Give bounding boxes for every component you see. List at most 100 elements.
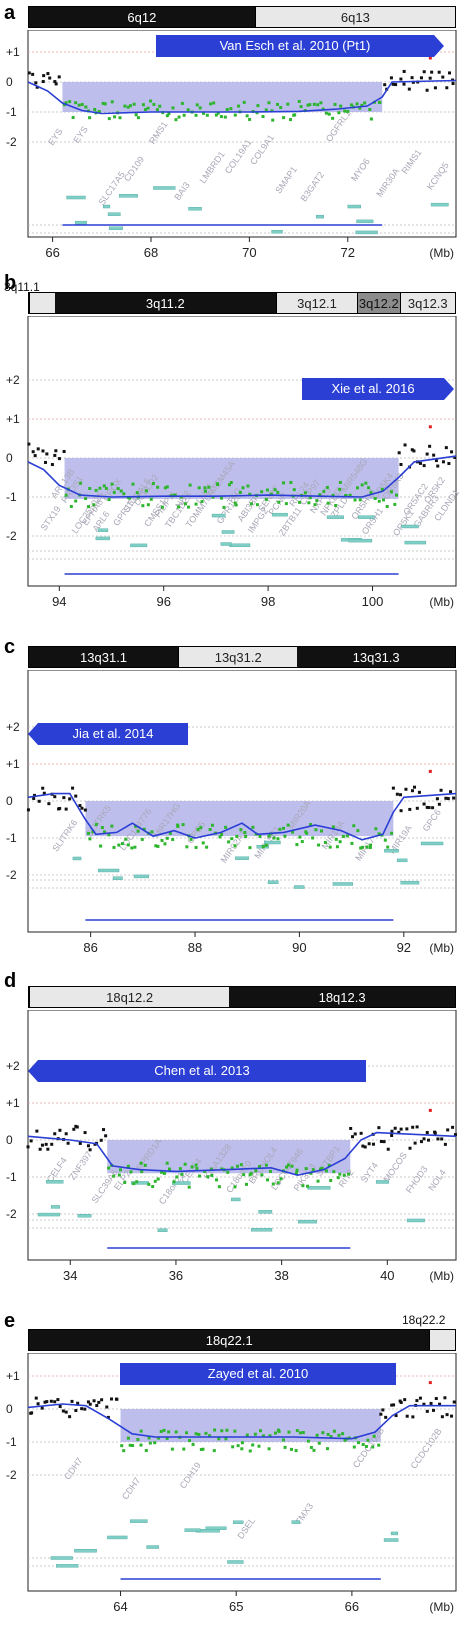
gene-label: CELF4 [45, 1155, 69, 1184]
loss-probe [300, 840, 304, 844]
loss-probe [274, 1431, 278, 1435]
loss-probe [79, 481, 83, 485]
loss-probe [323, 840, 327, 844]
gain-probe [428, 1381, 432, 1385]
loss-probe [298, 835, 302, 839]
loss-probe [132, 1182, 136, 1186]
loss-probe [343, 109, 347, 113]
loss-probe [135, 491, 139, 495]
gene-label: FHOD3 [404, 1164, 430, 1195]
loss-probe [324, 111, 328, 115]
loss-probe [163, 1171, 167, 1175]
ideogram-band: 6q12 [29, 7, 255, 27]
loss-probe [214, 113, 218, 117]
gene-bar [315, 214, 324, 219]
gene-bar [332, 882, 353, 886]
smoothed-line [27, 1403, 456, 1440]
loss-probe [77, 103, 81, 107]
probe [351, 1135, 355, 1139]
probe [419, 1140, 423, 1144]
loss-probe [249, 1171, 253, 1175]
probe [40, 1143, 44, 1147]
x-tick-label: 64 [113, 1599, 127, 1614]
loss-probe [140, 837, 144, 841]
probe [41, 449, 45, 453]
loss-probe [144, 1449, 148, 1453]
gene-bar [112, 876, 123, 880]
probe [433, 86, 437, 90]
loss-probe [163, 486, 167, 490]
probe [410, 789, 414, 793]
loss-probe [255, 111, 259, 115]
loss-probe [324, 1169, 328, 1173]
probe [446, 797, 450, 801]
loss-probe [203, 486, 207, 490]
probe [440, 1415, 444, 1419]
loss-probe [209, 1167, 213, 1171]
gene-bar [347, 204, 362, 209]
loss-probe [126, 1436, 130, 1440]
loss-probe [368, 108, 372, 112]
probe [445, 86, 449, 90]
loss-probe [369, 117, 373, 121]
probe [100, 1398, 104, 1402]
loss-probe [165, 1437, 169, 1441]
gene-label: COL19A1 [223, 137, 254, 175]
probe [44, 460, 48, 464]
loss-probe [186, 108, 190, 112]
probe [408, 807, 412, 811]
loss-probe [88, 486, 92, 490]
loss-probe [217, 1185, 221, 1189]
gene-label: CDH7 [120, 1476, 142, 1502]
probe [115, 1397, 119, 1401]
loss-probe [301, 1184, 305, 1188]
loss-probe [116, 487, 120, 491]
loss-probe [374, 827, 378, 831]
loss-probe [244, 1182, 248, 1186]
probe [425, 88, 429, 92]
loss-probe [317, 843, 321, 847]
loss-probe [327, 112, 331, 116]
loss-probe [331, 116, 335, 120]
study-label: Jia et al. 2014 [73, 726, 154, 741]
gene-bar [258, 1210, 273, 1214]
probe [78, 804, 82, 808]
loss-probe [225, 1428, 229, 1432]
gene-bar [229, 543, 251, 547]
y-tick-label: -1 [6, 1170, 17, 1184]
loss-probe [344, 494, 348, 498]
loss-probe [62, 103, 66, 107]
loss-probe [113, 115, 117, 119]
loss-probe [267, 1447, 271, 1451]
gene-bar [211, 513, 226, 518]
gene-label: CDH19 [178, 1460, 203, 1490]
y-tick-label: 0 [6, 1133, 13, 1147]
loss-probe [119, 1168, 123, 1172]
loss-probe [283, 1445, 287, 1449]
loss-probe [352, 824, 356, 828]
probe [379, 1412, 383, 1416]
gene-bar [221, 530, 235, 534]
probe [381, 1408, 385, 1412]
ideogram-band: 18q12.2 [29, 987, 230, 1007]
loss-probe [285, 1165, 289, 1169]
probe [30, 1411, 34, 1415]
loss-probe [107, 833, 111, 837]
loss-probe [163, 842, 167, 846]
loss-probe [122, 492, 126, 496]
probe [29, 1139, 33, 1143]
probe [399, 77, 403, 81]
loss-probe [187, 505, 191, 509]
probe [62, 449, 66, 453]
probe [80, 806, 84, 810]
loss-probe [259, 1429, 263, 1433]
loss-probe [242, 100, 246, 104]
loss-probe [156, 485, 160, 489]
probe [434, 459, 438, 463]
loss-probe [98, 486, 102, 490]
loss-probe [211, 495, 215, 499]
loss-probe [304, 1167, 308, 1171]
loss-probe [325, 485, 329, 489]
loss-probe [282, 826, 286, 830]
probe [371, 1142, 375, 1146]
